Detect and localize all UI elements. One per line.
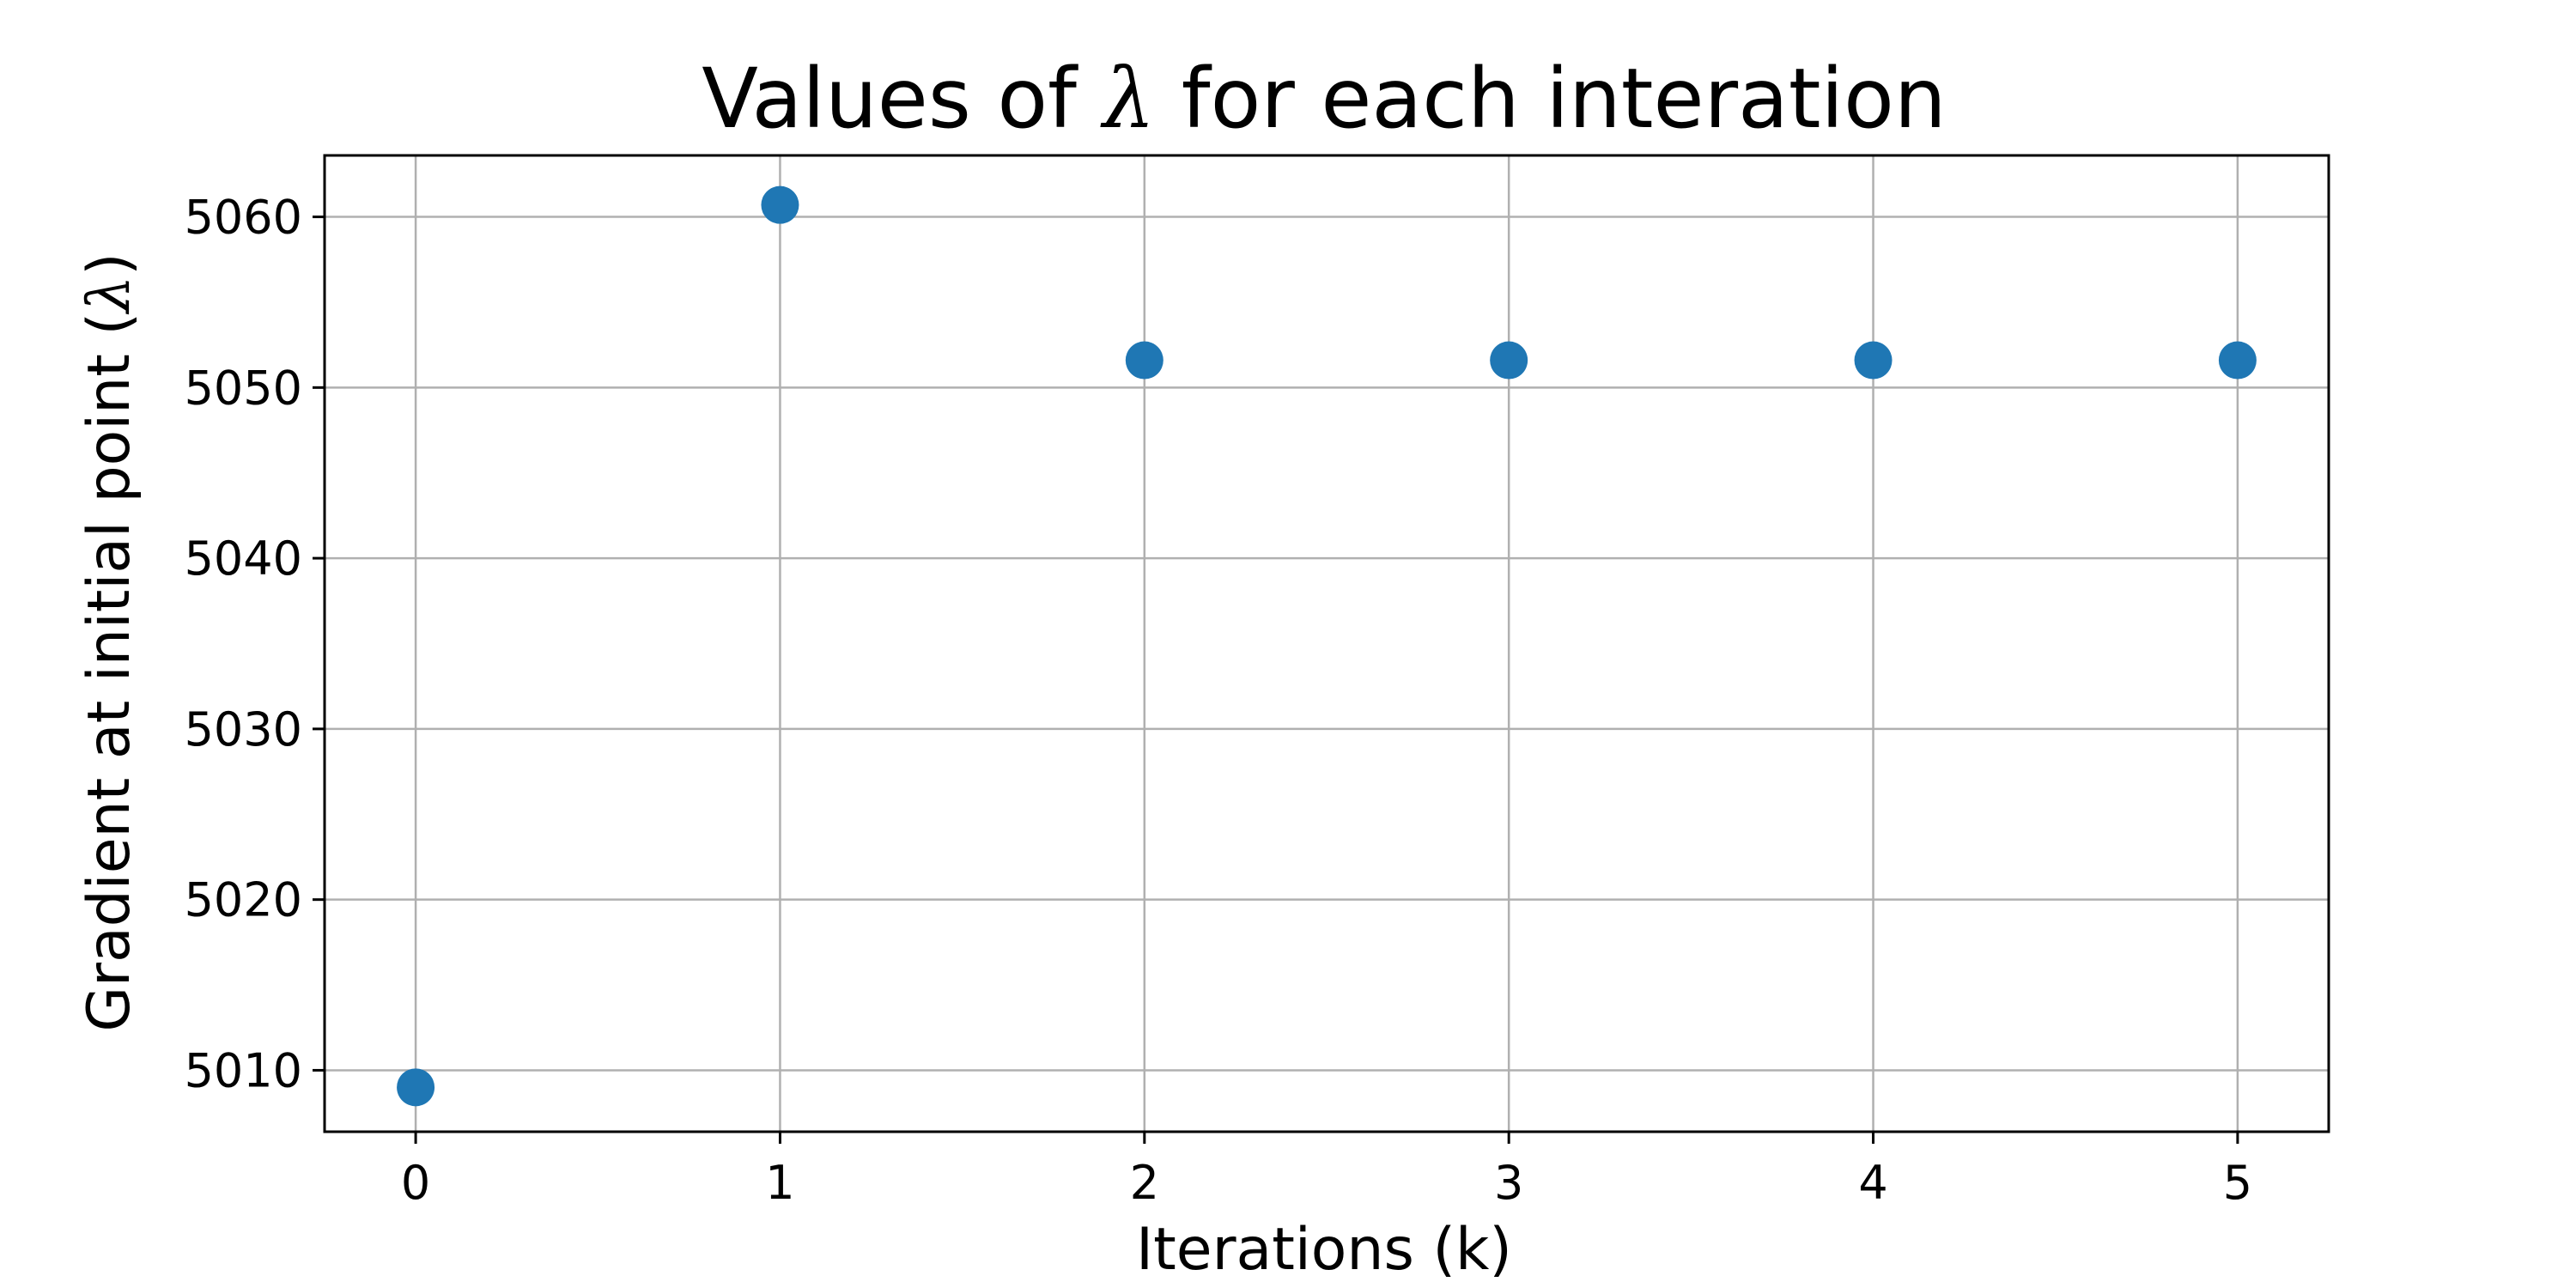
y-tick-label: 5060 — [185, 191, 302, 245]
x-tick-label: 5 — [2223, 1156, 2252, 1210]
x-axis-ticks: 0 1 2 3 4 5 — [401, 1132, 2252, 1210]
x-tick-label: 2 — [1130, 1156, 1159, 1210]
y-axis-label-prefix: Gradient at initial point ( — [76, 313, 143, 1032]
x-tick-label: 3 — [1494, 1156, 1523, 1210]
data-point — [2218, 341, 2257, 380]
y-tick-label: 5010 — [185, 1043, 302, 1097]
data-point — [1490, 341, 1528, 380]
x-tick-label: 1 — [765, 1156, 794, 1210]
chart-title-prefix: Values of — [702, 51, 1103, 147]
x-tick-label: 4 — [1858, 1156, 1887, 1210]
plot-frame — [323, 154, 2330, 1133]
y-tick-label: 5050 — [185, 361, 302, 415]
y-axis-label-suffix: ) — [76, 252, 143, 276]
x-axis-label: Iterations (k) — [1136, 1216, 1512, 1284]
chart-title-lambda: λ — [1099, 51, 1155, 147]
y-axis-label-lambda: λ — [76, 276, 143, 315]
y-tick-label: 5040 — [185, 532, 302, 586]
data-points — [397, 185, 2257, 1107]
chart-title: Values of λ for each interation — [702, 51, 1947, 147]
x-tick-label: 0 — [401, 1156, 430, 1210]
data-point — [761, 185, 799, 224]
chart-title-suffix: for each interation — [1155, 51, 1946, 147]
y-axis-ticks: 5010 5020 5030 5040 5050 5060 — [185, 191, 325, 1097]
data-point — [397, 1068, 435, 1107]
y-tick-label: 5030 — [185, 702, 302, 756]
grid-lines — [325, 155, 2329, 1132]
y-tick-label: 5020 — [185, 873, 302, 927]
data-point — [1854, 341, 1893, 380]
data-point — [1125, 341, 1163, 380]
y-axis-label: Gradient at initial point (λ) — [76, 252, 143, 1031]
